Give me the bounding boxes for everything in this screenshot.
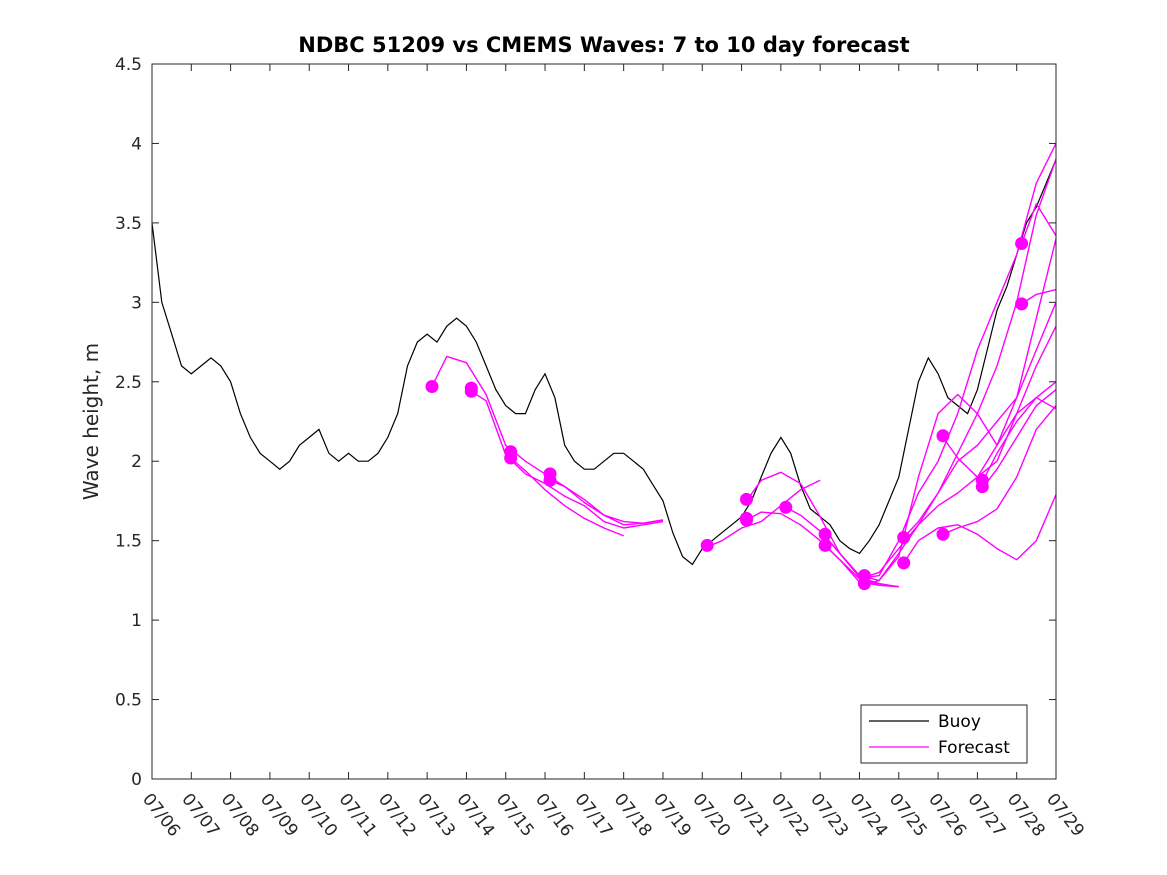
y-tick-label: 4 xyxy=(131,134,142,154)
forecast-line-15 xyxy=(942,325,1057,478)
forecast-line-5 xyxy=(706,479,821,548)
x-tick-label: 07/20 xyxy=(688,790,734,841)
forecast-start-marker xyxy=(1015,237,1029,250)
forecast-start-marker xyxy=(740,492,753,506)
forecast-line-18 xyxy=(981,389,1057,489)
y-tick-label: 4.5 xyxy=(115,55,142,75)
forecast-line-2 xyxy=(470,390,664,529)
forecast-start-marker xyxy=(779,500,793,514)
forecast-line-19 xyxy=(1020,203,1057,244)
y-tick-label: 3.5 xyxy=(115,214,142,234)
legend: Buoy Forecast xyxy=(860,704,1028,764)
forecast-start-marker xyxy=(700,538,714,552)
y-tick-label: 2 xyxy=(131,452,142,472)
forecast-line-11 xyxy=(864,159,1057,586)
x-tick-label: 07/22 xyxy=(767,790,813,841)
chart-title: NDBC 51209 vs CMEMS Waves: 7 to 10 day f… xyxy=(298,33,909,57)
x-tick-label: 07/29 xyxy=(1042,790,1088,841)
legend-box xyxy=(860,704,1028,764)
forecast-line-12 xyxy=(864,397,1057,578)
plot-area xyxy=(152,64,1056,779)
x-tick-label: 07/26 xyxy=(924,790,970,841)
forecast-start-marker xyxy=(818,538,832,552)
x-tick-label: 07/08 xyxy=(217,790,263,841)
x-tick-label: 07/07 xyxy=(177,790,223,841)
forecast-start-marker xyxy=(857,577,871,591)
forecast-start-marker xyxy=(464,384,478,398)
y-tick-label: 3 xyxy=(131,293,142,313)
buoy-line xyxy=(151,159,1057,566)
y-tick-label: 1.5 xyxy=(115,532,142,552)
x-tick-label: 07/09 xyxy=(256,790,302,841)
forecast-line-13 xyxy=(903,494,1057,564)
x-tick-label: 07/16 xyxy=(531,790,577,841)
plot-background xyxy=(152,64,1056,779)
x-tick-label: 07/21 xyxy=(728,790,774,841)
x-tick-label: 07/18 xyxy=(610,790,656,841)
x-tick-label: 07/27 xyxy=(963,790,1009,841)
x-tick-label: 07/13 xyxy=(413,790,459,841)
x-tick-label: 07/28 xyxy=(1003,790,1049,841)
forecast-line-7 xyxy=(746,511,899,588)
x-tick-label: 07/24 xyxy=(846,790,892,841)
forecast-start-marker xyxy=(1015,297,1029,311)
forecast-start-marker xyxy=(740,513,753,527)
forecast-start-marker xyxy=(975,480,989,494)
axes-box xyxy=(151,63,1057,780)
y-axis-label: Wave height, m xyxy=(79,343,103,500)
x-tick-label: 07/14 xyxy=(452,790,498,841)
x-tick-label: 07/25 xyxy=(885,790,931,841)
forecast-start-marker xyxy=(543,473,557,487)
x-tick-label: 07/06 xyxy=(138,790,184,841)
forecast-line-4 xyxy=(549,479,664,526)
forecast-line-3 xyxy=(510,457,624,537)
x-tick-label: 07/10 xyxy=(295,790,341,841)
forecast-line-16 xyxy=(942,405,1057,535)
forecast-start-marker xyxy=(897,531,911,544)
forecast-start-marker xyxy=(897,556,911,570)
x-tick-label: 07/15 xyxy=(492,790,538,841)
axes xyxy=(151,63,1057,780)
x-tick-label: 07/11 xyxy=(335,790,381,841)
series-layer xyxy=(151,143,1057,591)
y-tick-label: 0.5 xyxy=(115,691,142,711)
y-tick-label: 2.5 xyxy=(115,373,142,393)
legend-entry-label: Buoy xyxy=(938,712,981,732)
y-tick-label: 1 xyxy=(131,611,142,631)
x-tick-label: 07/23 xyxy=(806,790,852,841)
legend-entry-label: Forecast xyxy=(938,738,1010,758)
forecast-start-marker xyxy=(936,429,950,443)
forecast-start-marker xyxy=(936,527,950,541)
forecast-start-marker xyxy=(425,380,439,393)
forecast-start-marker xyxy=(818,527,832,541)
y-axis-ticks: 0 0.5 1 1.5 2 2.5 3 3.5 4 4.5 xyxy=(115,55,1056,790)
forecast-line-14 xyxy=(903,302,1057,538)
y-tick-label: 0 xyxy=(131,770,142,790)
forecast-start-marker xyxy=(504,451,518,465)
x-tick-label: 07/17 xyxy=(570,790,616,841)
x-tick-label: 07/12 xyxy=(374,790,420,841)
forecast-line-17 xyxy=(981,381,1057,483)
x-tick-label: 07/19 xyxy=(649,790,695,841)
